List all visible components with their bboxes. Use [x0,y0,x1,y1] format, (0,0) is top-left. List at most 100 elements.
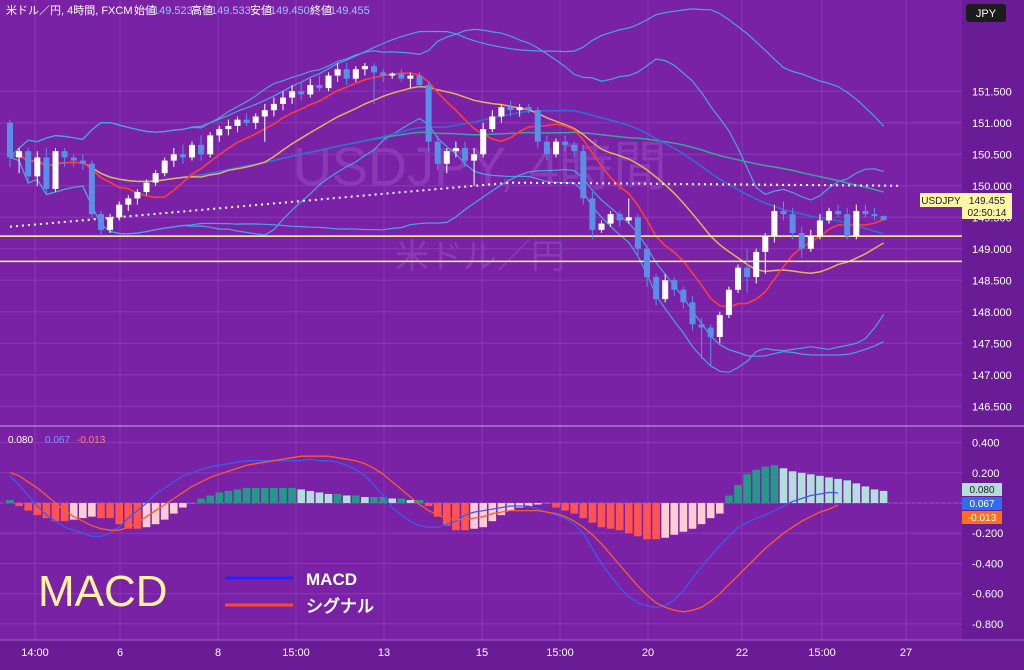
candle-body[interactable] [498,107,505,117]
candle-body[interactable] [534,110,541,142]
time-axis[interactable]: 14:00 6 8 15:00 13 15 15:00 20 22 15:00 27 [21,647,912,659]
macd-histogram-bar[interactable] [60,503,69,522]
candle[interactable] [816,214,823,240]
candle[interactable] [607,210,614,227]
macd-histogram-bar[interactable] [342,495,351,504]
candle-body[interactable] [871,214,878,217]
macd-histogram-bar[interactable] [79,503,87,519]
signal-line[interactable] [9,455,839,613]
candle-body[interactable] [25,151,32,177]
candle-body[interactable] [416,75,423,85]
currency-button-bg[interactable] [966,4,1006,22]
candle[interactable] [152,170,159,186]
candle-body[interactable] [826,210,832,221]
macd-histogram-bar[interactable] [270,487,278,504]
candle-body[interactable] [580,151,587,199]
candle-body[interactable] [844,214,851,237]
candle-body[interactable] [361,66,368,70]
candle[interactable] [298,81,305,101]
candle[interactable] [571,141,578,158]
macd-histogram-bar[interactable] [197,498,205,504]
candle[interactable] [125,195,132,211]
macd-histogram-bar[interactable] [870,489,879,504]
candle[interactable] [562,135,569,152]
macd-histogram-bar[interactable] [379,496,387,504]
candle[interactable] [143,179,150,196]
candle[interactable] [507,100,514,117]
candle-body[interactable] [707,327,714,337]
candle[interactable] [380,69,387,82]
candle-body[interactable] [298,91,305,95]
macd-histogram-bar[interactable] [725,495,733,504]
macd-histogram-bar[interactable] [370,496,378,504]
candle-body[interactable] [653,277,660,300]
candle[interactable] [443,147,450,174]
candle-body[interactable] [61,151,68,158]
candle-body[interactable] [616,214,623,221]
macd-histogram-bar[interactable] [388,498,396,504]
candle[interactable] [34,151,41,186]
macd-histogram-bar[interactable] [433,503,442,517]
macd-histogram-bar[interactable] [588,503,597,523]
candle-body[interactable] [589,198,596,230]
macd-histogram-bar[interactable] [160,503,169,520]
candle-body[interactable] [289,91,296,98]
candle-body[interactable] [462,147,468,161]
candle-body[interactable] [170,154,177,161]
candle[interactable] [389,72,396,79]
macd-histogram-bar[interactable] [179,503,187,508]
macd-histogram-bar[interactable] [752,469,760,504]
candle-body[interactable] [835,210,842,215]
candle[interactable] [189,141,195,161]
candle-body[interactable] [371,66,377,73]
candle[interactable] [225,119,232,136]
candle-body[interactable] [280,97,286,104]
macd-histogram-bar[interactable] [115,503,123,525]
candle[interactable] [671,277,678,297]
macd-histogram-bar[interactable] [643,503,651,540]
macd-histogram-bar[interactable] [552,503,560,508]
currency-button[interactable]: JPY [966,4,1006,22]
candle[interactable] [407,72,414,89]
candle[interactable] [88,160,95,218]
candle-body[interactable] [434,141,441,164]
candle-body[interactable] [780,210,787,215]
macd-histogram-bar[interactable] [242,487,251,504]
macd-histogram-bar[interactable] [333,493,342,504]
macd-histogram-bar[interactable] [470,503,478,529]
macd-histogram-bar[interactable] [24,503,32,511]
macd-histogram-bar[interactable] [188,503,196,505]
candle-body[interactable] [562,141,569,145]
macd-histogram-bar[interactable] [488,503,497,522]
candle[interactable] [826,207,832,224]
macd-line[interactable] [9,458,839,608]
candle[interactable] [16,147,23,174]
candle-body[interactable] [252,116,259,123]
candle-body[interactable] [698,324,705,328]
candle[interactable] [480,122,487,158]
candle[interactable] [270,97,277,117]
macd-histogram-bar[interactable] [224,490,233,504]
macd-histogram-bar[interactable] [452,503,460,531]
macd-histogram-bar[interactable] [288,487,296,504]
candle-body[interactable] [571,144,578,152]
candle[interactable] [416,72,423,89]
candle[interactable] [498,103,505,123]
candle-body[interactable] [207,135,214,155]
macd-histogram-bar[interactable] [51,503,60,522]
macd-histogram-bar[interactable] [716,503,724,514]
candle[interactable] [580,144,587,205]
macd-histogram-bar[interactable] [15,503,23,507]
macd-histogram-bar[interactable] [816,475,824,504]
macd-histogram-bar[interactable] [706,503,715,519]
macd-histogram-bar[interactable] [42,503,51,519]
macd-histogram-bar[interactable] [843,480,851,504]
candle-body[interactable] [798,233,805,249]
candle-body[interactable] [316,84,323,89]
candle[interactable] [198,135,205,161]
macd-histogram-bar[interactable] [261,487,269,504]
candle[interactable] [334,62,341,82]
macd-histogram-bar[interactable] [33,503,42,516]
candle[interactable] [170,147,177,167]
candle-body[interactable] [34,157,41,177]
